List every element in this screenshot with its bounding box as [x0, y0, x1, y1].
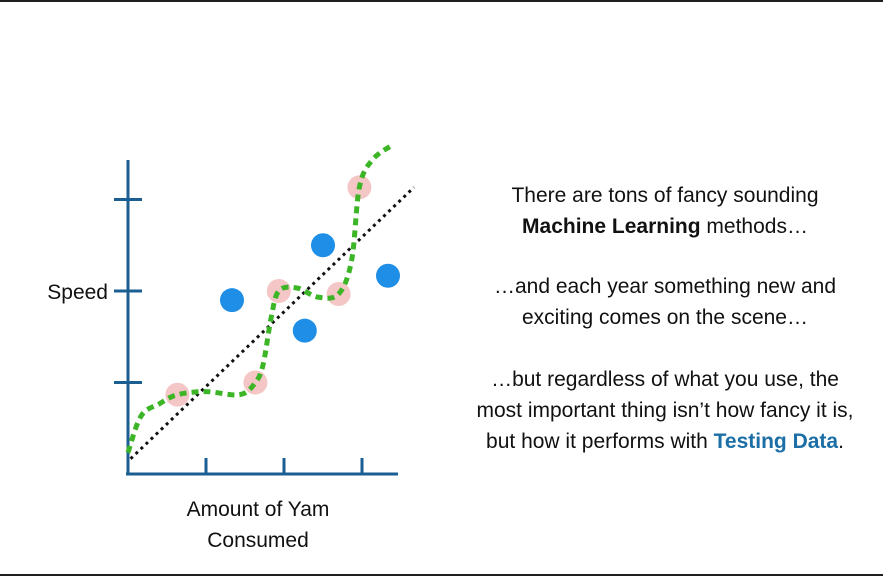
testing-point-2	[292, 318, 317, 343]
paragraph-2-line-2: exciting comes on the scene…	[522, 306, 808, 329]
bottom-border	[0, 574, 883, 576]
top-border	[0, 0, 883, 2]
paragraph-3-line-3: but how it performs with Testing Data.	[445, 426, 883, 457]
paragraph-new-each-year: …and each year something new and excitin…	[445, 271, 883, 333]
x-axis-label-line-1: Amount of Yam	[187, 498, 330, 521]
paragraph-3-line-3-pre: but how it performs with	[486, 430, 714, 453]
fit-lines	[125, 142, 416, 460]
paragraph-3-line-2: most important thing isn’t how fancy it …	[476, 399, 854, 422]
machine-learning-emphasis: Machine Learning	[522, 215, 701, 238]
y-axis-label: Speed	[47, 281, 108, 304]
testing-point-3	[311, 233, 335, 258]
x-axis-label-line-2: Consumed	[207, 529, 309, 552]
paragraph-1-line-1: There are tons of fancy sounding	[511, 184, 819, 207]
linear-fit-line	[129, 186, 416, 460]
paragraph-1-line-2: Machine Learning methods…	[445, 211, 883, 242]
paragraph-3-line-1: …but regardless of what you use, the	[491, 368, 839, 391]
paragraph-2-line-1: …and each year something new and	[493, 275, 837, 298]
axis-ticks	[114, 198, 364, 474]
testing-data-emphasis: Testing Data	[713, 430, 839, 453]
training-point-2	[243, 370, 268, 395]
testing-point-1	[220, 288, 244, 313]
paragraph-1-line-2-rest: methods…	[700, 215, 808, 238]
axes	[126, 160, 398, 476]
paragraph-fancy-methods: There are tons of fancy sounding Machine…	[445, 180, 883, 242]
training-point-1	[165, 382, 190, 407]
squiggly-fit-line	[125, 142, 395, 454]
paragraph-testing-data: …but regardless of what you use, the mos…	[445, 364, 883, 457]
data-points	[220, 233, 400, 343]
paragraph-3-line-3-post: .	[838, 430, 844, 453]
testing-point-4	[376, 263, 400, 288]
training-point-3	[266, 279, 291, 303]
